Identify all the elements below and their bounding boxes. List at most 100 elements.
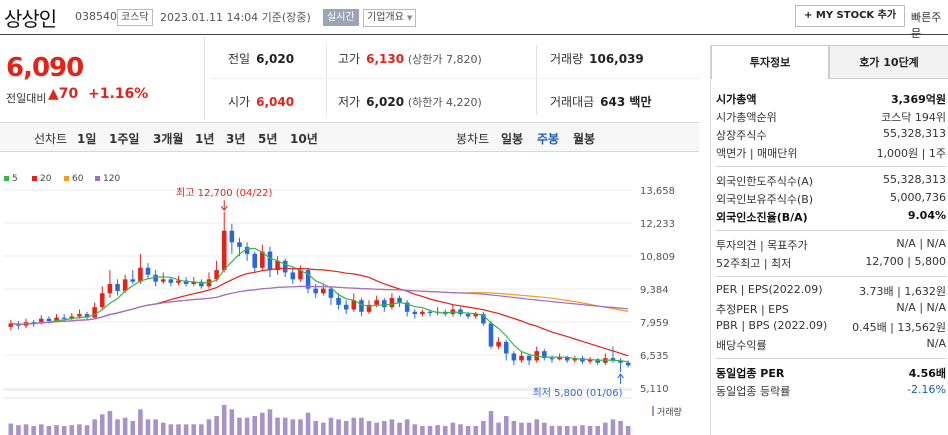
- candlestick-chart[interactable]: 13,658 12,233 10,809 9,384 7,959 6,535 5,110 최고…: [0, 180, 700, 435]
- volume-bar: [206, 419, 212, 435]
- volume-bar: [84, 425, 90, 435]
- candle-body: [282, 260, 288, 273]
- volume-bar: [145, 419, 151, 435]
- realtime-badge[interactable]: 실시간: [323, 9, 359, 26]
- stat-high: 고가 6,130 (상한가 7,820): [338, 50, 482, 67]
- candle-body: [564, 356, 570, 361]
- volume-bar: [313, 421, 318, 435]
- stat-row-divider: [210, 78, 700, 79]
- candle-body: [115, 283, 120, 291]
- quick-order-link[interactable]: 빠른주문: [911, 11, 942, 40]
- ma5-line: [10, 247, 629, 363]
- up-triangle-icon: ▲: [48, 86, 59, 102]
- header-divider: [0, 34, 948, 35]
- info-panel: 투자정보 호가 10단계 시가총액 3,369억원 시가총액순위 코스닥 194위 상장…: [710, 45, 948, 435]
- stat-low-value: 6,020: [366, 95, 405, 109]
- mystock-add-button[interactable]: + MY STOCK 추가: [795, 5, 906, 27]
- invest-key: 액면가 | 매매단위: [716, 147, 798, 160]
- volume-bar: [435, 425, 440, 435]
- candle-body: [160, 279, 166, 282]
- volume-bar: [290, 419, 296, 435]
- invest-group-divider: [716, 166, 946, 167]
- stat-prev-label: 전일: [228, 52, 251, 66]
- invest-key: 외국인한도주식수(A): [716, 175, 814, 188]
- volume-bar: [336, 419, 341, 435]
- volume-bar: [519, 422, 524, 435]
- candle-body: [618, 360, 623, 363]
- volume-bar: [77, 424, 82, 435]
- candle-body: [374, 300, 379, 305]
- candle-body: [404, 302, 410, 312]
- invest-value: 3,369억원: [890, 93, 946, 106]
- candle-body: [313, 288, 318, 294]
- invest-row: 동일업종 등락률 -2.16%: [716, 383, 946, 399]
- invest-row: 시가총액순위 코스닥 194위: [716, 109, 946, 125]
- candle-body: [31, 322, 36, 324]
- price-box: 6,090 전일대비 ▲70 +1.16%: [0, 37, 205, 119]
- candle-daily[interactable]: 일봉: [501, 132, 524, 146]
- volume-bar: [625, 426, 631, 435]
- invest-key: 배당수익률: [716, 339, 767, 352]
- stat-separator: [536, 45, 537, 115]
- tab-invest-info[interactable]: 투자정보: [711, 45, 829, 79]
- volume-bar: [503, 416, 509, 435]
- volume-bar: [183, 424, 189, 435]
- chevron-down-icon: ▼: [407, 14, 413, 22]
- volume-bar: [275, 417, 280, 435]
- y-tick-label: 13,658: [640, 186, 675, 197]
- range-1y[interactable]: 1년: [195, 132, 215, 146]
- candle-body: [176, 280, 181, 283]
- candle-body: [244, 246, 250, 254]
- volume-bar: [39, 424, 44, 435]
- candle-monthly[interactable]: 월봉: [573, 132, 596, 146]
- stat-high-value: 6,130: [366, 52, 405, 66]
- candle-body: [336, 297, 341, 305]
- volume-bar: [99, 414, 105, 435]
- candle-body: [503, 341, 509, 354]
- candle-body: [382, 300, 387, 308]
- stat-amount-value: 643 백만: [600, 95, 652, 109]
- company-info-dropdown[interactable]: 기업개요 ▼: [363, 9, 417, 27]
- stat-open-value: 6,040: [256, 95, 295, 109]
- invest-value: 3.73배 | 1,632원: [859, 285, 946, 298]
- volume-bar: [580, 425, 585, 435]
- volume-bar: [221, 405, 227, 435]
- range-3y[interactable]: 3년: [226, 132, 246, 146]
- tab-orderbook[interactable]: 호가 10단계: [829, 45, 948, 79]
- invest-key: 시가총액: [716, 93, 757, 106]
- invest-row: 시가총액 3,369억원: [716, 91, 946, 107]
- stat-amount: 거래대금 643 백만: [550, 93, 651, 110]
- candle-body: [107, 283, 113, 294]
- stat-volume: 거래량 106,039: [550, 50, 644, 67]
- candle-body: [153, 274, 158, 282]
- candle-body: [496, 341, 501, 347]
- legend-label: 20: [40, 174, 52, 184]
- range-3m[interactable]: 3개월: [153, 132, 184, 146]
- invest-row: PBR | BPS (2022.09) 0.45배 | 13,562원: [716, 319, 946, 335]
- stat-prev-value: 6,020: [256, 52, 295, 66]
- volume-bar: [442, 426, 448, 435]
- candle-body: [191, 281, 197, 284]
- volume-bar: [282, 417, 288, 435]
- candle-body: [595, 359, 600, 363]
- candle-body: [359, 300, 364, 312]
- high-arrowhead: [220, 205, 228, 212]
- volume-bar: [199, 424, 204, 435]
- stock-code: 038540: [75, 10, 117, 23]
- legend-label: 60: [72, 174, 84, 184]
- stat-high-limit: (상한가 7,820): [407, 53, 482, 66]
- volume-bar: [397, 422, 402, 435]
- volume-bar: [420, 426, 425, 435]
- candle-weekly[interactable]: 주봉: [537, 132, 560, 146]
- candle-body: [199, 281, 204, 287]
- volume-bar: [92, 419, 97, 435]
- range-10y[interactable]: 10년: [290, 132, 318, 146]
- range-1d[interactable]: 1일: [77, 132, 97, 146]
- low-annotation: 최저 5,800 (01/06): [533, 387, 623, 399]
- range-1w[interactable]: 1주일: [109, 132, 140, 146]
- candle-body: [321, 288, 326, 294]
- stat-separator: [326, 45, 327, 115]
- candle-body: [99, 293, 105, 308]
- invest-value: 55,328,313: [883, 127, 946, 140]
- range-5y[interactable]: 5년: [258, 132, 278, 146]
